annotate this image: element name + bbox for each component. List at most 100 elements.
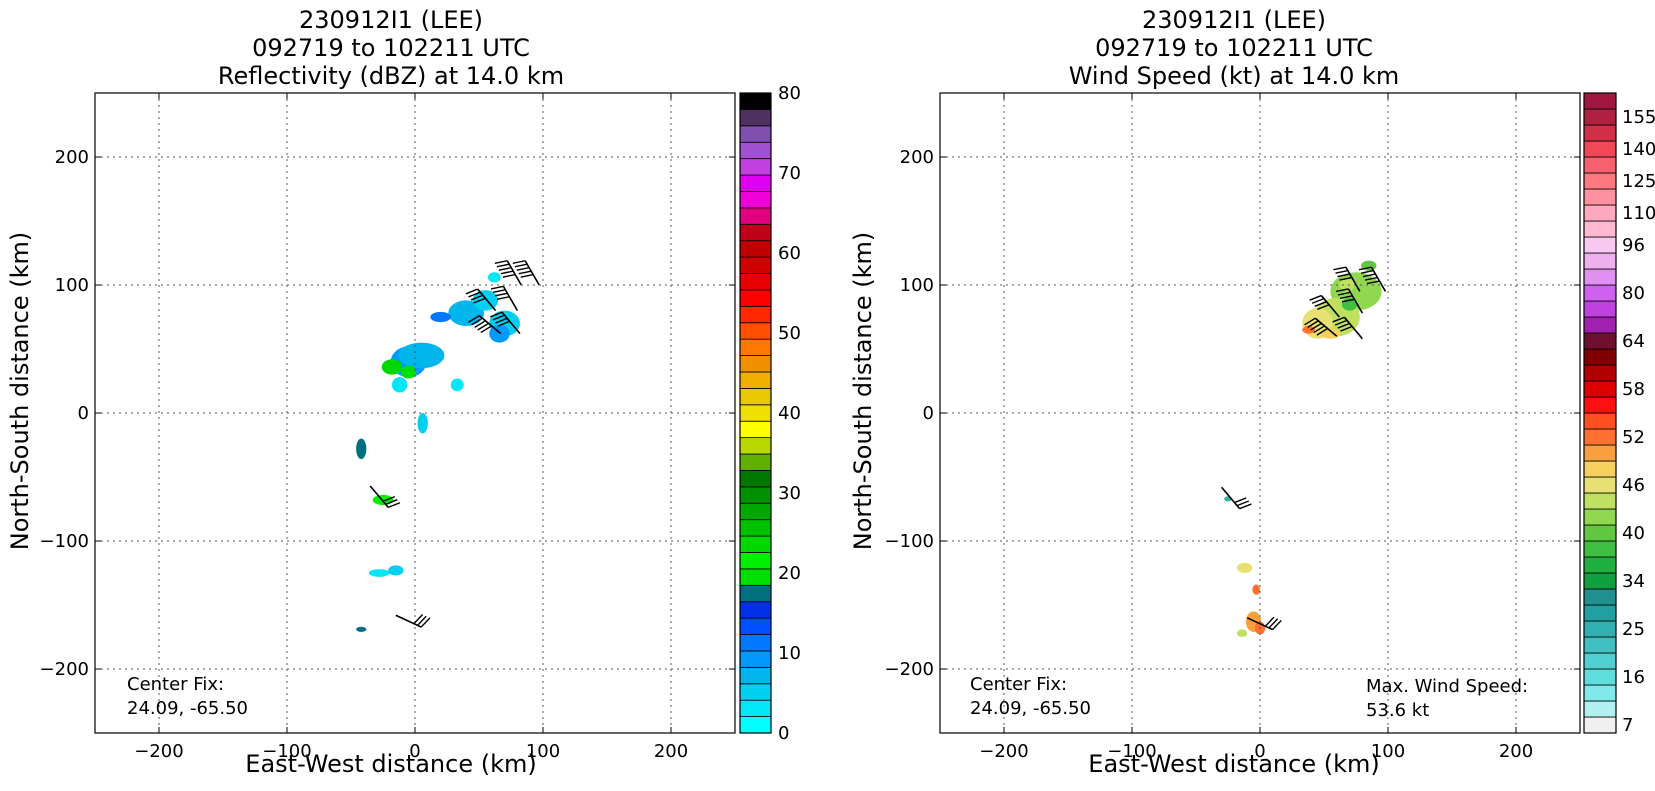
- wind-barb: [1304, 317, 1338, 337]
- colorbar-segment: [739, 568, 772, 586]
- title-line-1: 230912I1 (LEE): [299, 6, 483, 34]
- colorbar-segment: [1583, 604, 1617, 622]
- data-cell: [448, 300, 485, 326]
- colorbar-segment: [1583, 124, 1617, 142]
- wind-barb: [490, 285, 519, 312]
- y-tick-label: 100: [900, 275, 934, 296]
- data-cell: [1320, 328, 1341, 339]
- plot-area: −200 −100 0 100 200 −200 −100 0 100 200: [885, 92, 1581, 762]
- center-fix-value: 24.09, -65.50: [970, 698, 1091, 719]
- colorbar-segment: [739, 420, 772, 439]
- center-fix-label: Center Fix:: [127, 674, 224, 695]
- colorbar-segment: [1583, 300, 1617, 318]
- colorbar-segment: [739, 699, 772, 717]
- colorbar-tick-label: 125: [1622, 171, 1655, 192]
- colorbar-segment: [739, 141, 772, 160]
- colorbar-tick-label: 46: [1622, 475, 1645, 496]
- colorbar-tick-label: 10: [778, 643, 801, 664]
- title-line-3: Wind Speed (kt) at 14.0 km: [1069, 62, 1400, 90]
- colorbar-segment: [1583, 172, 1617, 190]
- colorbar-tick-label: 64: [1622, 331, 1645, 352]
- data-cell: [1236, 562, 1253, 573]
- reflectivity-panel: 230912I1 (LEE) 092719 to 102211 UTC Refl…: [6, 6, 801, 778]
- colorbar-segment: [739, 617, 772, 635]
- colorbar-segment: [1583, 716, 1617, 734]
- colorbar-segment: [739, 289, 772, 307]
- colorbar-segment: [739, 584, 772, 603]
- colorbar-segment: [1583, 476, 1617, 494]
- colorbar-segment: [1583, 108, 1617, 126]
- colorbar-segment: [1583, 220, 1617, 238]
- data-cell: [1339, 278, 1355, 292]
- colorbar-segment: [739, 437, 772, 455]
- colorbar-frame: [739, 92, 772, 734]
- y-tick-label: −100: [40, 531, 89, 552]
- x-tick-label: 200: [1499, 741, 1533, 762]
- y-tick-label: 0: [78, 403, 89, 424]
- y-tick-label: 200: [900, 147, 934, 168]
- colorbar-segment: [739, 650, 772, 668]
- colorbar-tick-label: 110: [1622, 203, 1655, 224]
- colorbar-segment: [739, 634, 772, 652]
- colorbar-segment: [1583, 156, 1617, 174]
- data-cell: [417, 413, 428, 434]
- colorbar-tick-label: 50: [778, 323, 801, 344]
- x-tick-label: 0: [1254, 741, 1265, 762]
- colorbar-tick-label: 80: [778, 83, 801, 104]
- colorbar-segment: [1583, 316, 1617, 334]
- colorbar-segment: [1583, 204, 1617, 222]
- colorbar-segment: [1583, 636, 1617, 654]
- colorbar-tick-label: 25: [1622, 619, 1645, 640]
- colorbar-tick-label: 140: [1622, 139, 1655, 160]
- colorbar-tick-label: 52: [1622, 427, 1645, 448]
- data-cell: [368, 569, 390, 577]
- colorbar-segment: [1583, 268, 1617, 286]
- x-tick-label: 0: [409, 741, 420, 762]
- colorbar-segment: [739, 355, 772, 373]
- y-tick-label: −200: [885, 659, 934, 680]
- colorbar-segment: [1583, 92, 1617, 110]
- data-cell: [356, 626, 367, 632]
- data-cell: [450, 378, 464, 392]
- wind-barb: [1246, 616, 1282, 631]
- colorbar-tick-label: 34: [1622, 571, 1645, 592]
- colorbar-segment: [739, 223, 772, 242]
- colorbar-segment: [739, 109, 772, 127]
- colorbar-tick-label: 40: [1622, 523, 1645, 544]
- max-wind-label: Max. Wind Speed:: [1366, 676, 1528, 697]
- colorbar-segment: [1583, 540, 1617, 558]
- colorbar-segment: [1583, 700, 1617, 718]
- data-cell: [430, 311, 451, 323]
- colorbar-segment: [1583, 652, 1617, 670]
- colorbar-segment: [739, 387, 772, 406]
- data-cell: [400, 365, 417, 379]
- wind-barb: [512, 260, 540, 286]
- colorbar-segment: [739, 92, 772, 110]
- wind-barb: [1333, 266, 1361, 292]
- colorbar-tick-label: 7: [1622, 715, 1633, 736]
- colorbar-tick-label: 30: [778, 483, 801, 504]
- y-axis-label: North-South distance (km): [6, 232, 34, 551]
- colorbar-segment: [1583, 332, 1617, 350]
- colorbar-segment: [739, 486, 772, 504]
- wind-barb: [1358, 266, 1387, 292]
- colorbar-segment: [739, 666, 772, 685]
- colorbar-segment: [739, 191, 772, 209]
- data-cell: [388, 565, 404, 576]
- title-line-3: Reflectivity (dBZ) at 14.0 km: [218, 62, 564, 90]
- colorbar-tick-label: 80: [1622, 283, 1645, 304]
- colorbar-segment: [739, 322, 772, 340]
- colorbar-tick-label: 155: [1622, 107, 1655, 128]
- wind-barb: [395, 614, 431, 628]
- colorbar-segment: [1583, 364, 1617, 382]
- wind-barb: [369, 485, 401, 509]
- wind-barb: [1220, 486, 1252, 510]
- colorbar-segment: [1583, 380, 1617, 398]
- data-cell: [1252, 584, 1261, 595]
- colorbar-segment: [1583, 444, 1617, 462]
- colorbar-segment: [1583, 556, 1617, 574]
- colorbar-tick-label: 40: [778, 403, 801, 424]
- x-tick-label: −200: [134, 741, 183, 762]
- colorbar-segment: [739, 601, 772, 619]
